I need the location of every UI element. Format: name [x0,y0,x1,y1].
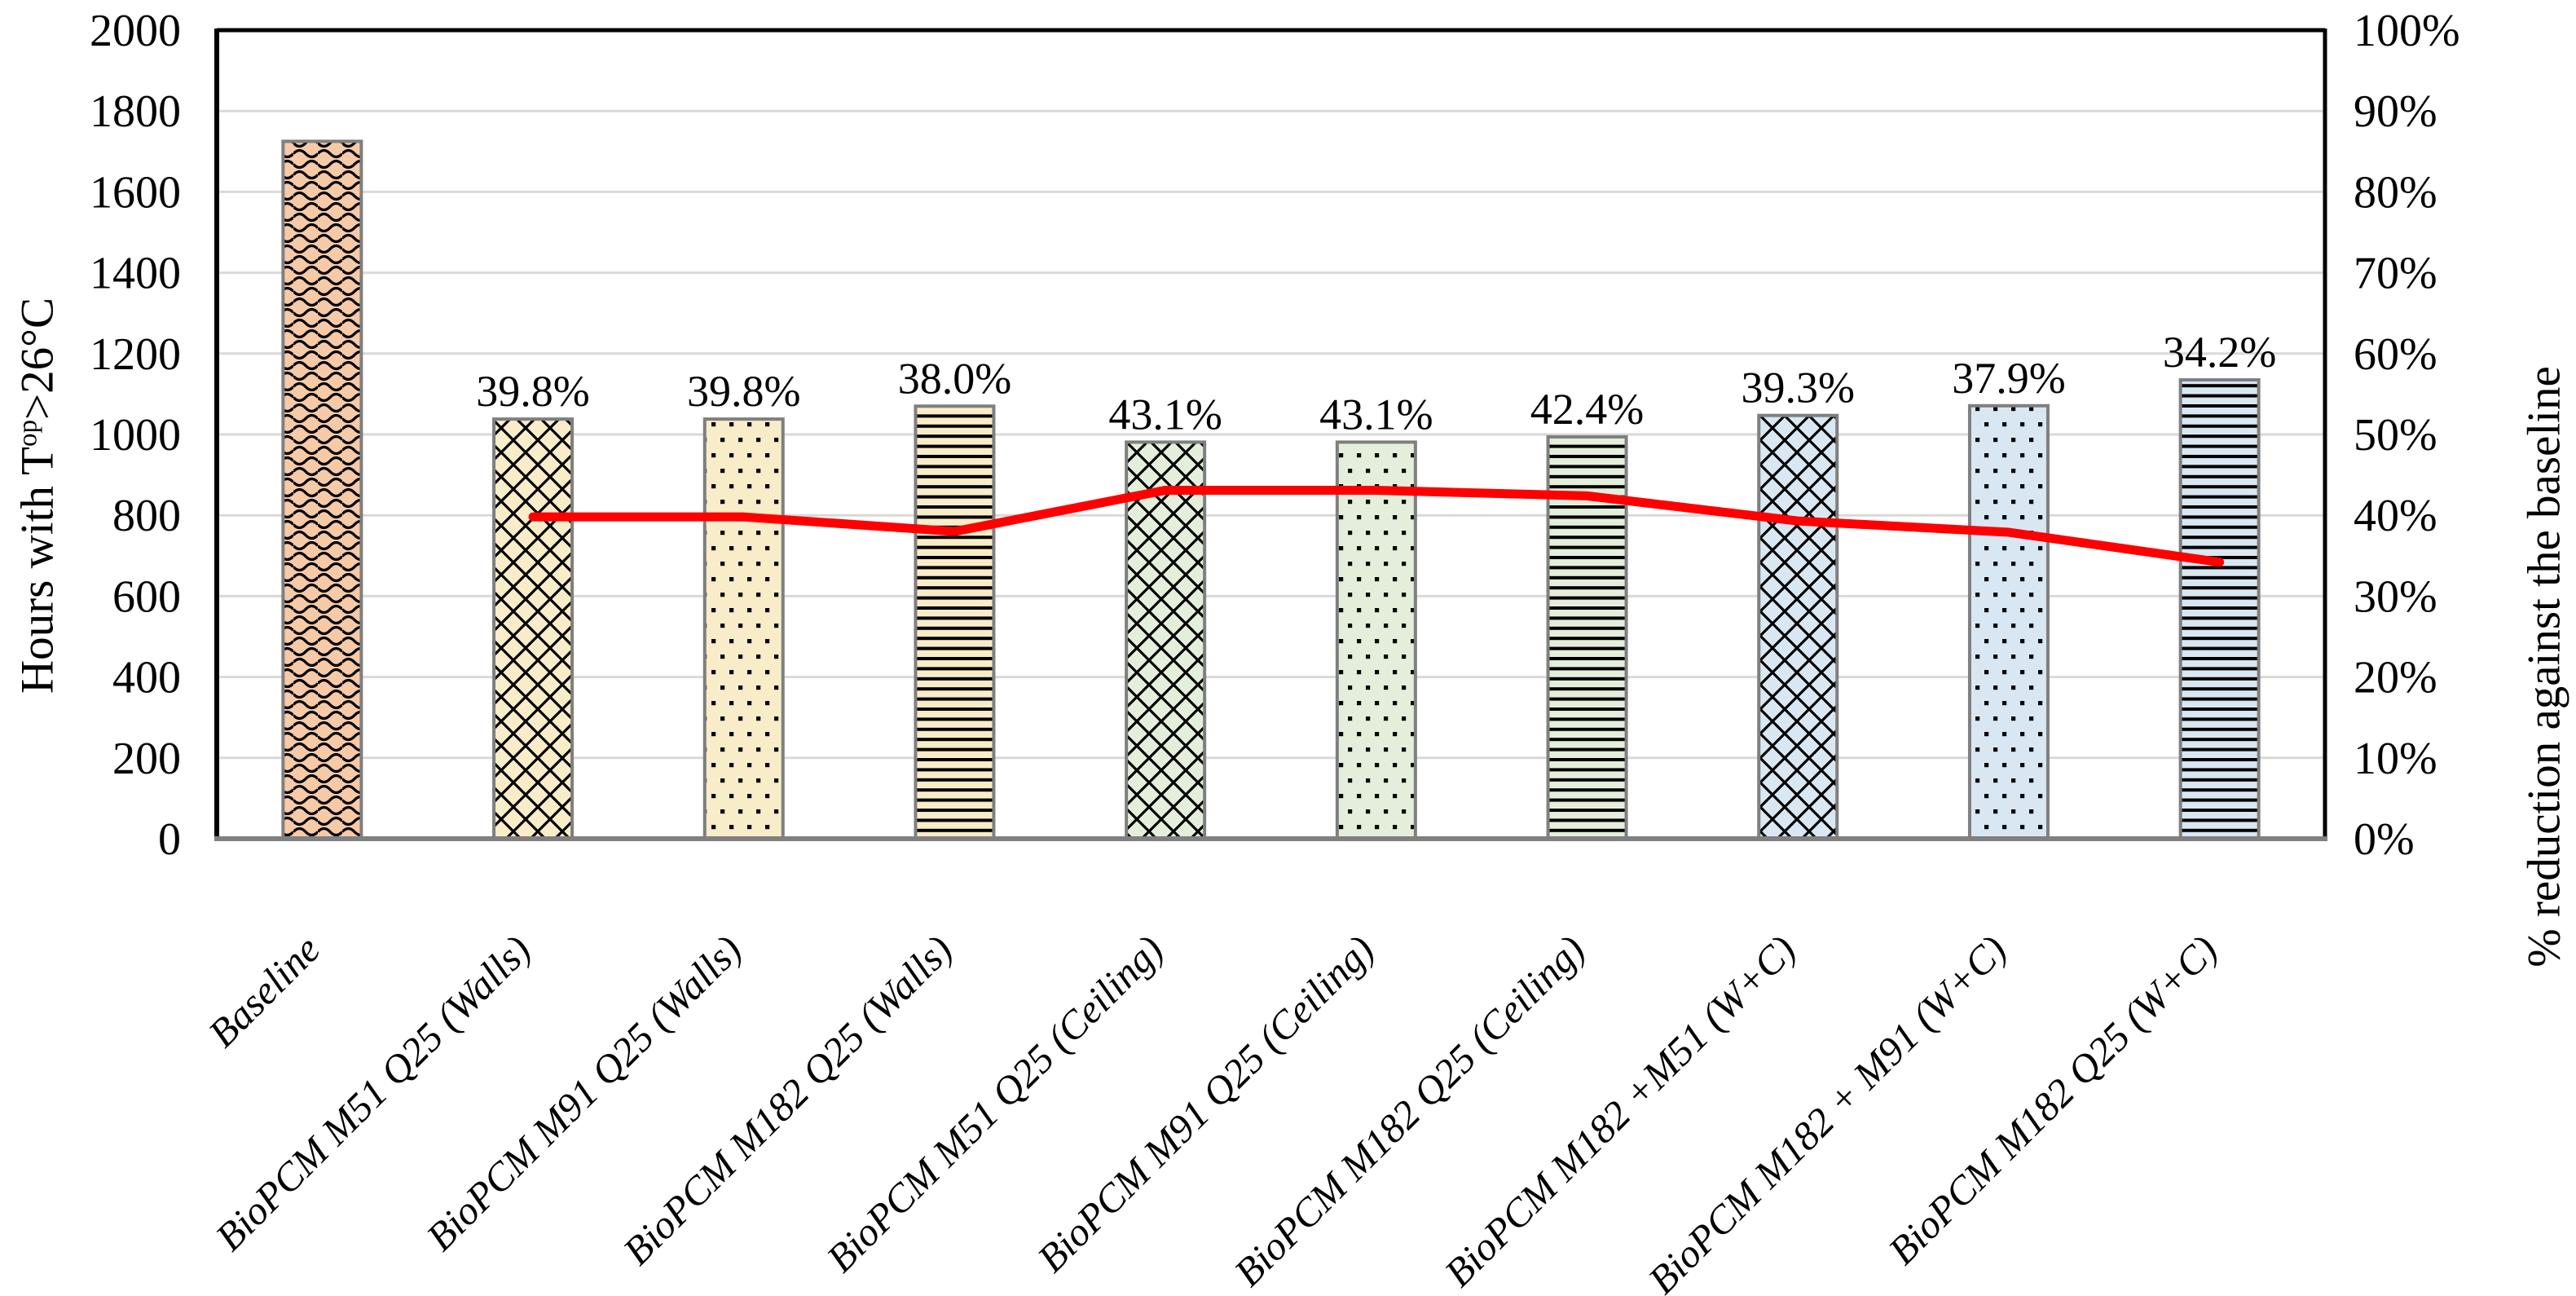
left-axis-tick-label: 800 [112,491,181,541]
left-axis-tick-label: 1400 [90,249,181,299]
x-axis-category-label: BioPCM M91 Q25 (Ceiling) [1028,927,1382,1281]
bar [281,139,363,840]
left-axis-title-superscript: op [13,419,43,447]
bar [1967,403,2050,840]
left-axis-tick-label: 1000 [90,410,181,461]
right-axis-tick-label: 50% [2354,410,2437,461]
left-axis-tick-label: 200 [112,734,181,784]
reduction-line [528,485,2225,567]
data-label: 37.9% [1952,354,2065,403]
x-axis-category-label: BioPCM M182 + M91 (W+C) [1640,927,2015,1296]
bar [492,417,575,840]
right-axis-title: % reduction against the baseline [2518,366,2570,968]
right-axis-tick-label: 30% [2354,571,2437,622]
bar [1335,440,1417,840]
bar [2178,378,2261,841]
left-axis-tick-label: 600 [112,571,181,622]
left-axis-tick-label: 1600 [90,167,181,218]
bar [702,417,785,840]
left-axis-tick-label: 400 [112,653,181,703]
x-axis-category-label: BioPCM M182 Q25 (Ceiling) [1226,927,1594,1295]
right-axis-tick-label: 60% [2354,329,2437,380]
x-axis-category-label: BioPCM M182 +M51 (W+C) [1436,927,1804,1295]
data-label: 43.1% [1108,390,1222,439]
right-axis-tick-label: 0% [2354,814,2415,865]
x-axis-category-label: BioPCM M51 Q25 (Ceiling) [818,927,1172,1281]
right-axis-tick-label: 100% [2354,6,2460,56]
data-label: 42.4% [1530,385,1644,434]
left-axis-title: Hours with Top>26°C [11,298,64,694]
bar [1125,440,1207,840]
right-axis-tick-label: 40% [2354,491,2437,541]
bar [1546,434,1628,840]
left-axis-title-unit: >26°C [11,298,64,420]
data-label: 39.8% [476,367,589,416]
data-label: 43.1% [1319,390,1433,439]
right-axis-tick-label: 90% [2354,86,2437,137]
bar [1757,413,1839,840]
bar [914,404,996,840]
right-axis-tick-label: 10% [2354,734,2437,784]
left-axis-tick-label: 1200 [90,329,181,380]
data-label: 38.0% [898,354,1011,403]
left-axis-title-text: Hours with T [11,447,64,694]
left-axis-tick-label: 1800 [90,86,181,137]
data-label: 39.8% [687,367,800,416]
left-axis-tick-label: 0 [158,814,181,865]
right-axis-tick-label: 80% [2354,167,2437,218]
data-label: 34.2% [2163,328,2276,377]
left-axis-tick-label: 2000 [90,6,181,56]
right-axis-tick-label: 20% [2354,653,2437,703]
right-axis-tick-label: 70% [2354,249,2437,299]
x-axis-category-label: Baseline [200,927,328,1056]
data-label: 39.3% [1742,364,1855,412]
